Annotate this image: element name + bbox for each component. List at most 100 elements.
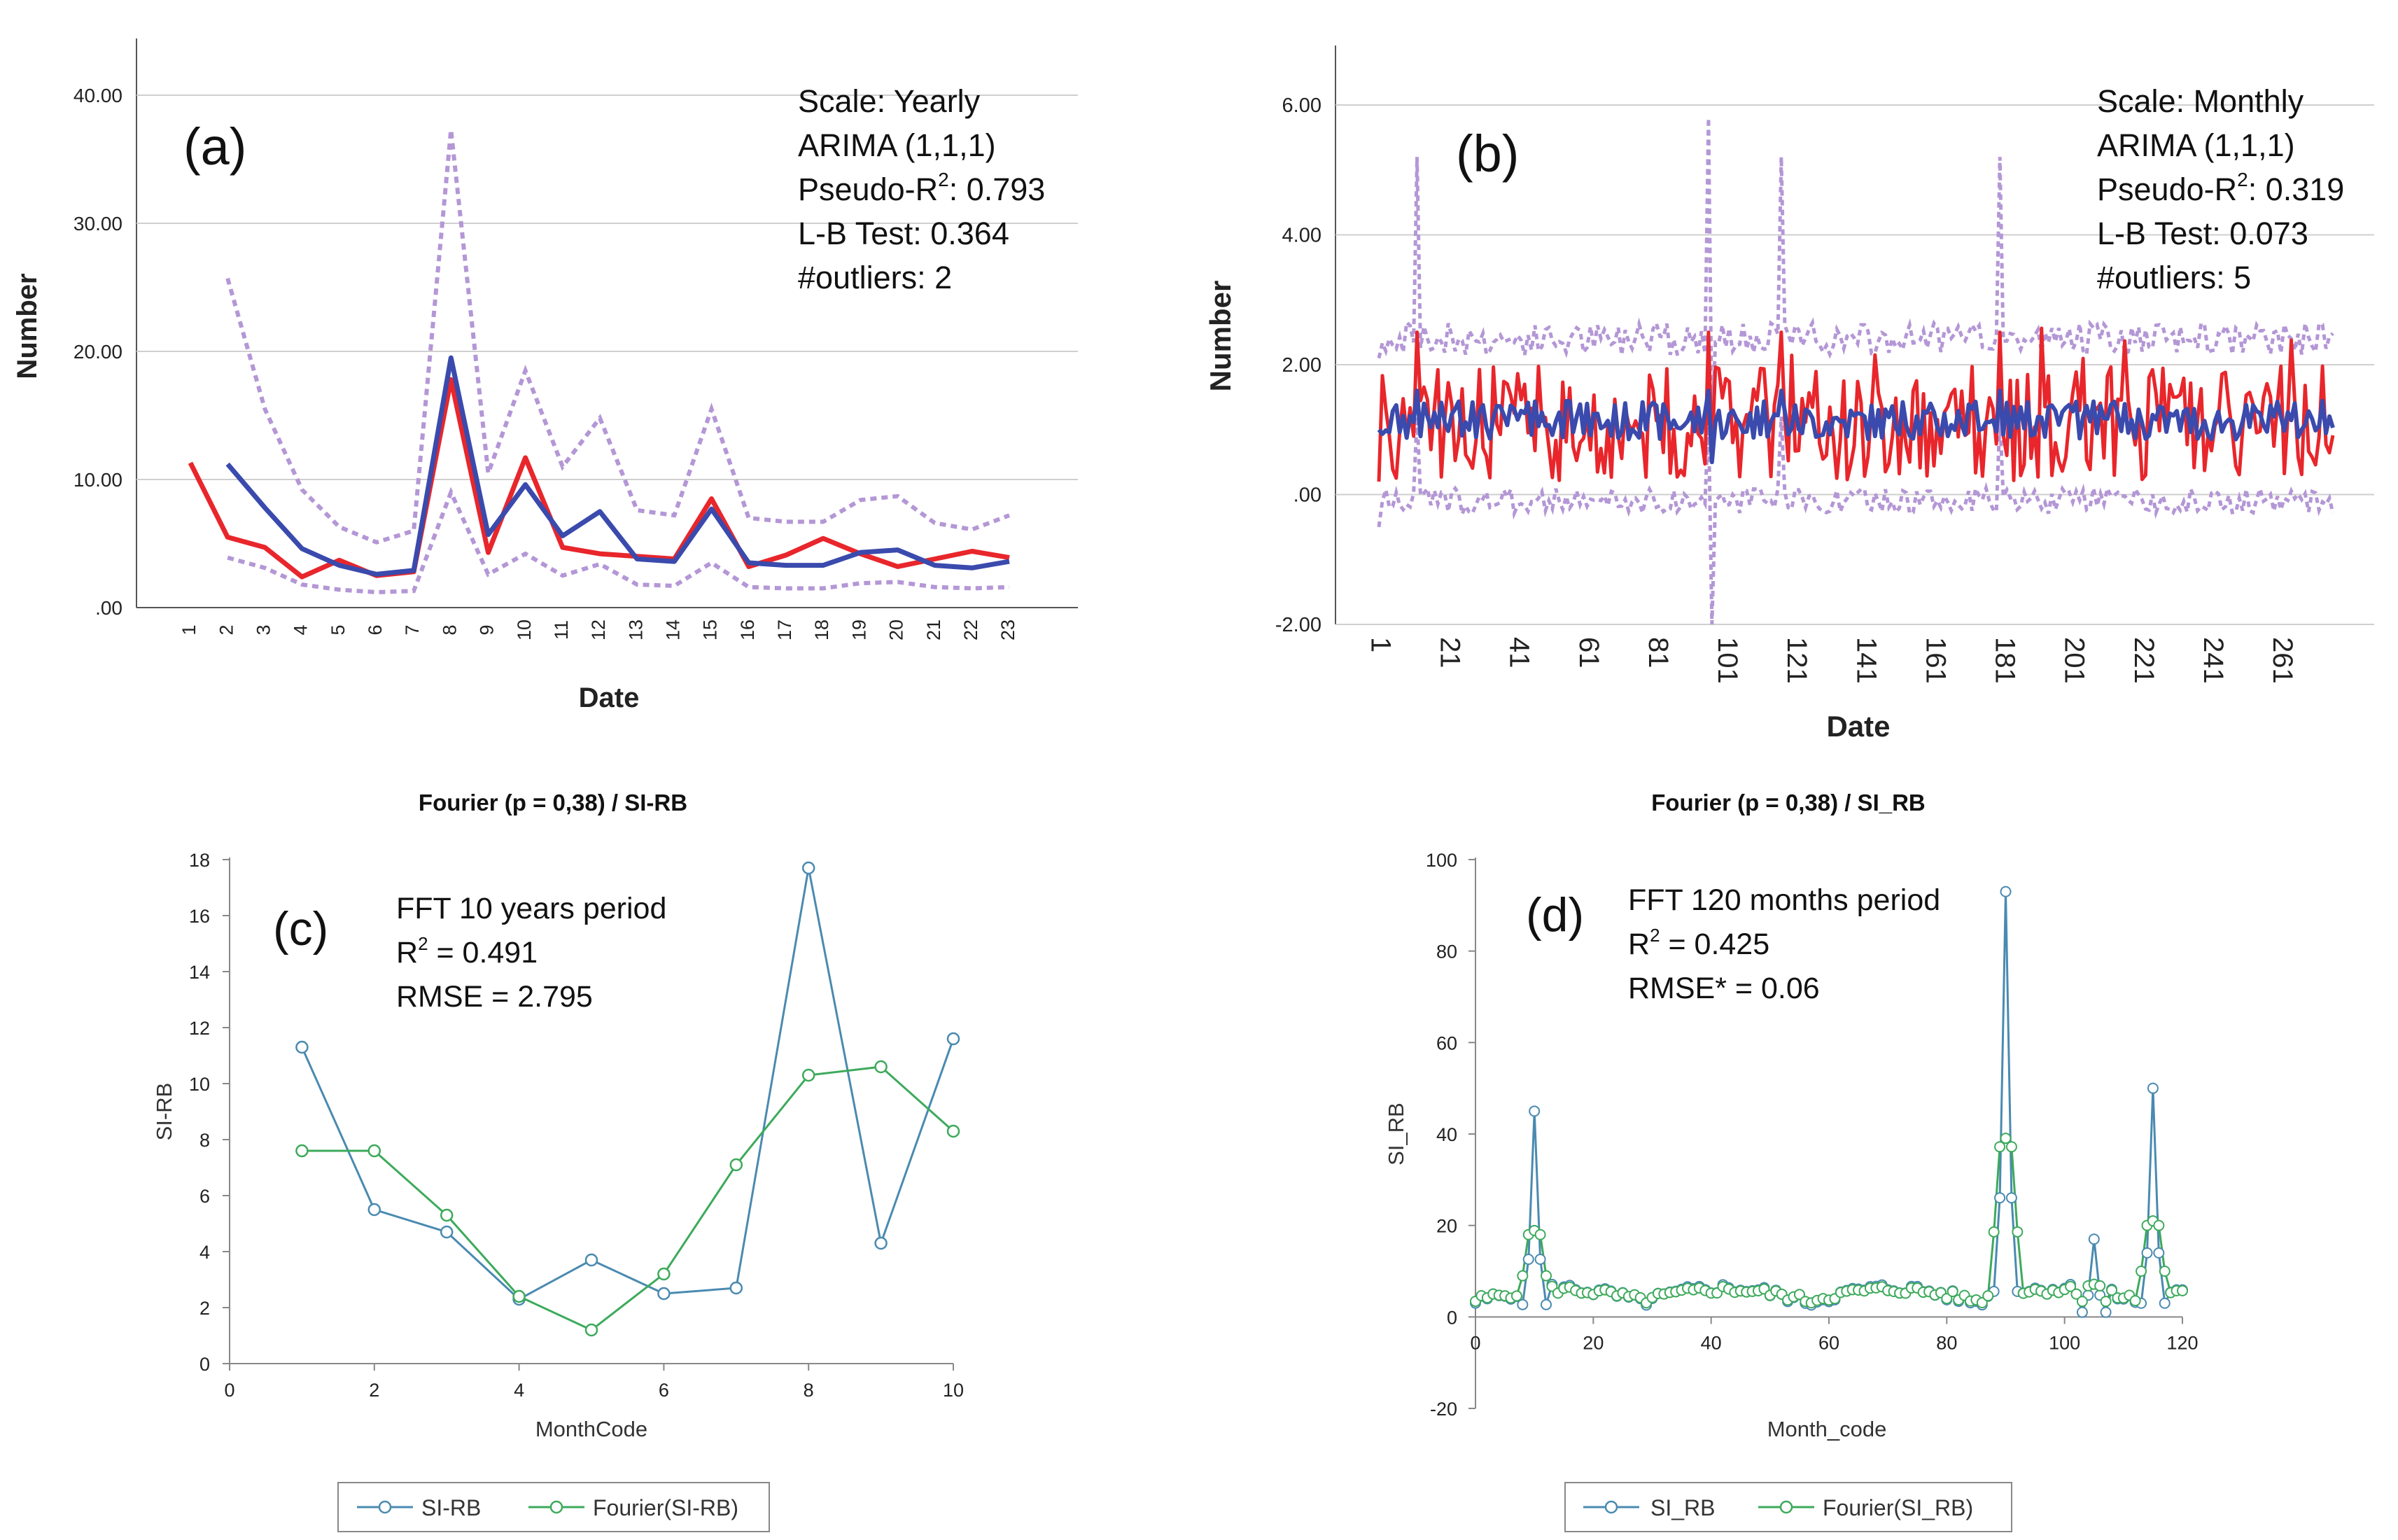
- panel-c-series-fourier: [302, 1065, 954, 1331]
- panel-c-y-tick-label: 14: [189, 962, 210, 983]
- panel-d-point-fourier: [2076, 1296, 2088, 1308]
- panel-c-chart: Fourier (p = 0,38) / SI-RB 0 2 4 6 8 10 12 14 16…: [152, 790, 964, 1532]
- panel-a-x-tick-label: 11: [551, 620, 572, 640]
- panel-c-point-si-rb: [874, 1236, 888, 1250]
- panel-b-x-tick-label: 1: [1365, 637, 1396, 652]
- panel-d-annotation-rmse: RMSE* = 0.06: [1628, 972, 1820, 1005]
- panel-d-r-text: R: [1628, 927, 1650, 961]
- panel-b-x-tick-label: 41: [1504, 637, 1535, 668]
- panel-d-point-fourier: [2100, 1296, 2112, 1308]
- panel-b-series-observed: [1377, 326, 2335, 482]
- panel-a-x-tick-label: 21: [923, 620, 944, 640]
- panel-d-x-tick-label: 120: [2166, 1332, 2198, 1353]
- panel-c-annotation-fft: FFT 10 years period: [396, 892, 666, 925]
- panel-a-x-tick-label: 20: [886, 620, 907, 640]
- panel-c-y-tick-label: 10: [189, 1074, 210, 1095]
- panel-a-x-tick-label: 19: [848, 620, 869, 640]
- panel-a-x-tick-label: 8: [439, 624, 460, 635]
- panel-d-point-fourier: [2136, 1266, 2147, 1277]
- panel-d-point-si-rb: [2159, 1297, 2171, 1309]
- panel-a-x-tick-label: 16: [737, 620, 758, 640]
- panel-c-legend-label-fourier: Fourier(SI-RB): [593, 1495, 738, 1520]
- panel-d-title: Fourier (p = 0,38) / SI_RB: [1651, 790, 1926, 816]
- panel-b-x-tick-label: 261: [2267, 637, 2298, 684]
- panel-d-point-fourier: [1941, 1293, 1953, 1305]
- panel-c-y-tick-label: 4: [199, 1242, 210, 1263]
- panel-b-series-ucl: [1377, 118, 2334, 430]
- panel-d-point-fourier: [2153, 1219, 2165, 1231]
- panel-d-point-fourier: [2005, 1141, 2017, 1153]
- panel-d-point-si-rb: [2147, 1082, 2159, 1094]
- panel-d-series-si-rb: [1474, 891, 2183, 1316]
- panel-a-y-tick-label: 30.00: [73, 213, 122, 234]
- panel-d-point-si-rb: [2076, 1306, 2088, 1318]
- panel-d-label: (d): [1526, 888, 1584, 941]
- panel-a-series-lcl: [227, 486, 1010, 595]
- panel-b-x-tick-label: 81: [1643, 637, 1674, 668]
- panel-b-y-tick-label: .00: [1293, 484, 1321, 507]
- panel-c-series-si-rb: [301, 867, 955, 1301]
- panel-d-x-tick-label: 20: [1583, 1332, 1604, 1353]
- panel-b-x-tick-label: 201: [2059, 637, 2090, 684]
- panel-d-point-fourier: [1988, 1226, 2000, 1238]
- panel-d-point-fourier: [2106, 1284, 2117, 1296]
- panel-c-legend: SI-RB Fourier(SI-RB): [337, 1482, 770, 1532]
- panel-a-annotation-model: ARIMA (1,1,1): [798, 127, 996, 163]
- panel-b-y-tick-label: 4.00: [1282, 225, 1321, 247]
- panel-d-point-fourier: [1534, 1228, 1546, 1240]
- panel-c-y-tick-label: 2: [199, 1298, 210, 1319]
- panel-a-x-tick-label: 22: [960, 620, 981, 640]
- panel-b-annotation-scale: Scale: Monthly: [2097, 83, 2304, 119]
- panel-a-annotation-scale: Scale: Yearly: [798, 83, 981, 119]
- panel-a-x-tick-label: 17: [774, 620, 795, 640]
- panel-d-point-fourier: [2012, 1226, 2024, 1238]
- panel-d-x-tick-label: 40: [1701, 1332, 1722, 1353]
- panel-b-x-tick-label: 161: [1920, 637, 1951, 684]
- panel-a-x-tick-label: 23: [997, 620, 1018, 640]
- panel-c-point-si-rb: [440, 1225, 454, 1239]
- panel-c-point-fourier: [367, 1144, 381, 1158]
- panel-d-point-si-rb: [1517, 1298, 1529, 1310]
- panel-b-pseudo-r-superscript: 2: [2237, 169, 2248, 190]
- panel-d-point-fourier: [1982, 1290, 1994, 1302]
- panel-d-point-si-rb: [1541, 1298, 1552, 1310]
- panel-b-x-tick-label: 61: [1573, 637, 1604, 668]
- panel-d-point-fourier: [1793, 1289, 1805, 1301]
- panel-a-x-tick-label: 12: [588, 620, 609, 640]
- panel-c-point-fourier: [729, 1158, 743, 1172]
- panel-b-annotation-lb-test: L-B Test: 0.073: [2097, 216, 2308, 251]
- panel-d-point-si-rb: [1529, 1105, 1541, 1117]
- panel-b-x-tick-label: 21: [1435, 637, 1466, 668]
- panel-c-y-tick-label: 12: [189, 1018, 210, 1039]
- panel-c-point-fourier: [801, 1068, 815, 1082]
- panel-b-x-tick-label: 121: [1781, 637, 1812, 684]
- panel-a-x-tick-label: 4: [290, 624, 311, 635]
- panel-b-y-label: Number: [1204, 281, 1237, 392]
- panel-d-point-fourier: [2070, 1288, 2082, 1300]
- panel-a-x-tick-label: 18: [811, 620, 832, 640]
- panel-c-point-fourier: [295, 1144, 309, 1158]
- panel-a-y-tick-label: 20.00: [73, 341, 122, 363]
- panel-a-y-tick-label: .00: [95, 597, 122, 619]
- panel-d-x-tick-label: 80: [1936, 1332, 1957, 1353]
- panel-d-point-fourier: [1517, 1270, 1529, 1282]
- panel-d-x-tick-label: 60: [1818, 1332, 1839, 1353]
- panel-c-y-tick-label: 6: [199, 1186, 210, 1207]
- panel-b-label: (b): [1456, 125, 1519, 183]
- panel-d-point-si-rb: [2000, 886, 2012, 897]
- panel-c-legend-marker-si-rb: [378, 1500, 392, 1514]
- panel-a-annotation-pseudo-r2: Pseudo-R2: 0.793: [798, 169, 1045, 207]
- panel-c-point-si-rb: [584, 1253, 598, 1267]
- panel-d-point-si-rb: [2153, 1247, 2165, 1259]
- panel-a-x-tick-label: 14: [662, 620, 683, 640]
- panel-a-series-ucl: [225, 130, 1011, 545]
- panel-a-x-tick-label: 9: [477, 624, 498, 635]
- panel-c-x-tick-label: 0: [224, 1380, 234, 1401]
- panel-a-x-tick-label: 1: [178, 624, 199, 635]
- panel-d-x-label: Month_code: [1767, 1417, 1887, 1441]
- panel-c-y-label: SI-RB: [152, 1083, 176, 1141]
- panel-a-x-tick-label: 2: [216, 624, 237, 635]
- panel-a-x-tick-label: 13: [625, 620, 646, 640]
